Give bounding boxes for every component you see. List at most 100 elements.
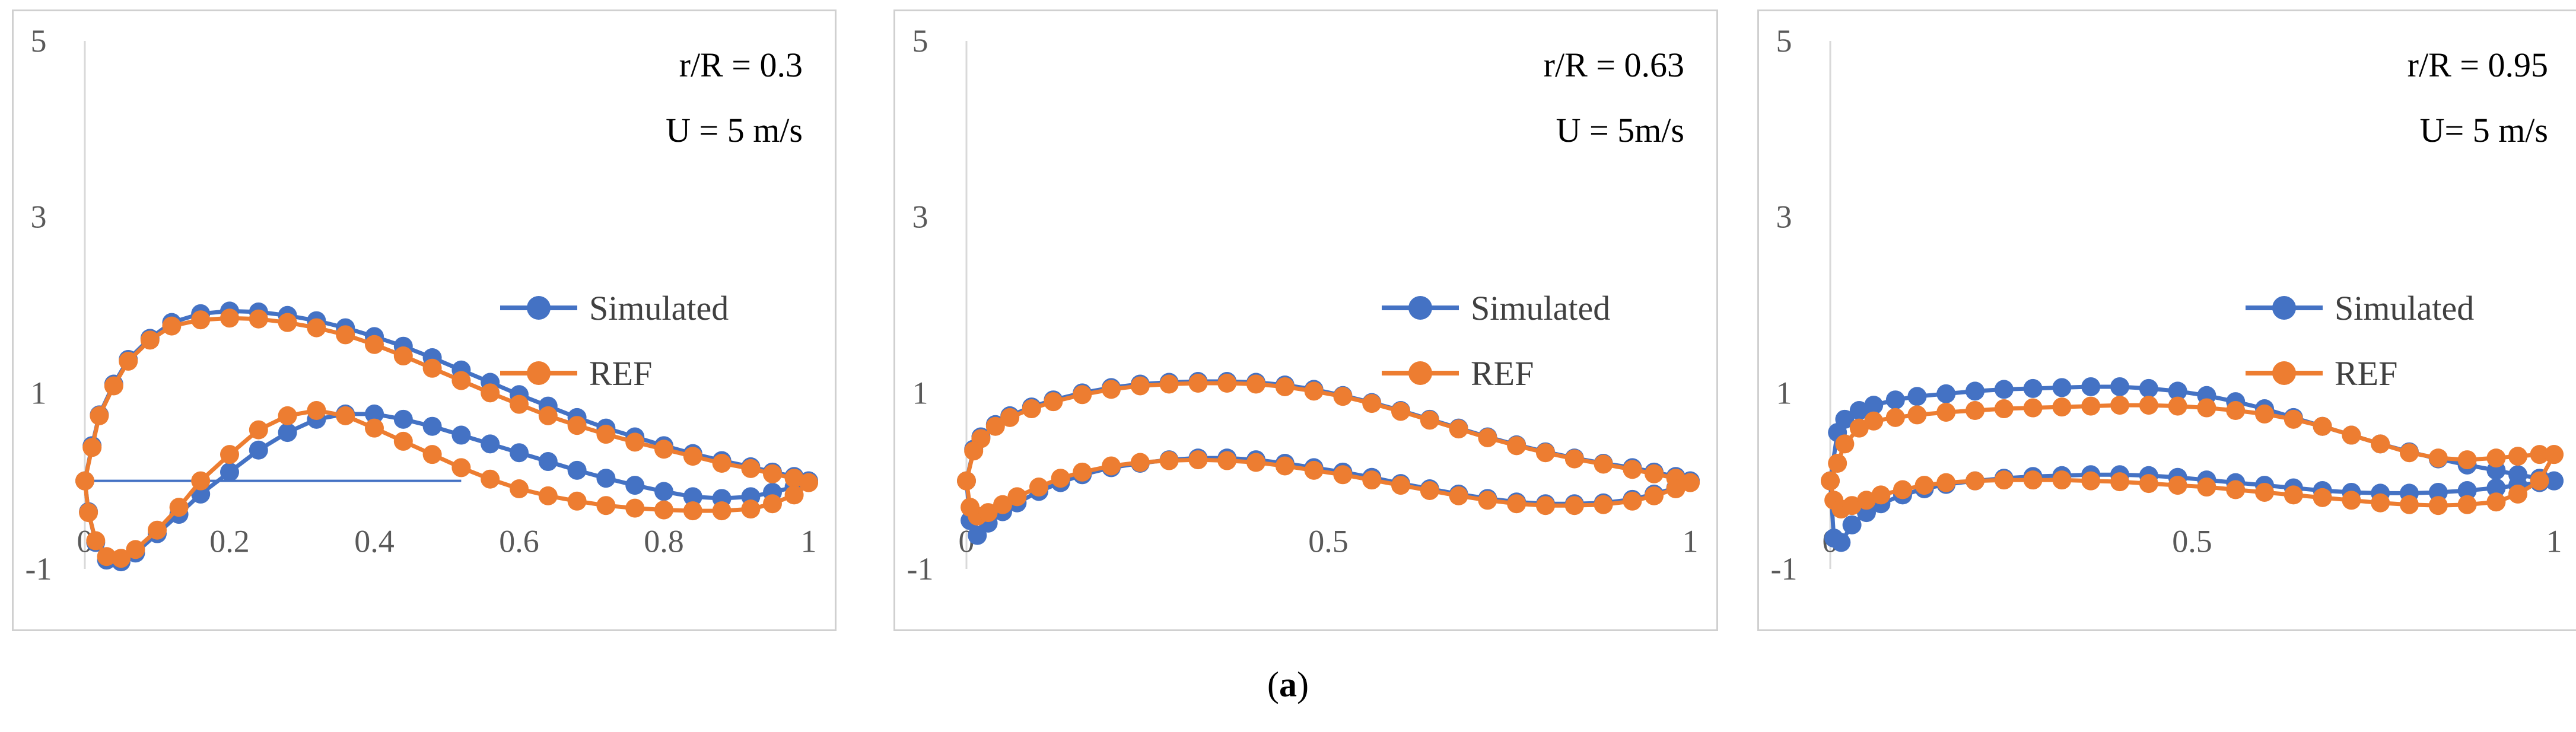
y-tick-label: 1 [912,375,928,410]
data-point-ref [1029,478,1048,497]
data-point-ref [2545,445,2564,464]
series-line-ref [82,316,810,561]
data-point-ref [104,376,123,396]
data-point-ref [422,358,442,378]
data-point-ref [957,471,976,491]
data-point-ref [654,500,673,520]
x-tick-label: 0.8 [644,524,684,559]
data-point-ref [763,464,782,483]
data-point-ref [1821,471,1840,491]
data-point-ref [654,440,673,459]
data-point-ref [2371,434,2390,454]
data-point-ref [1007,487,1027,507]
data-point-ref [1420,480,1439,500]
data-point-ref [1645,464,1664,483]
legend-label: Simulated [2335,289,2474,327]
data-point-ref [1507,436,1526,456]
data-point-ref [2168,396,2187,416]
data-point-simulated [1966,381,1985,401]
data-point-ref [2197,478,2216,497]
data-point-simulated [2052,378,2072,397]
data-point-ref [1842,496,1862,515]
data-point-ref [683,501,702,521]
data-point-ref [1246,374,1265,394]
data-point-ref [2139,474,2158,494]
data-point-ref [1188,450,1208,470]
data-point-simulated [538,452,558,472]
data-point-ref [683,447,702,466]
data-point-ref [2530,471,2549,491]
data-point-ref [993,495,1012,514]
data-point-ref [1246,453,1265,472]
x-tick-label: 0.6 [499,524,539,559]
data-point-ref [2168,476,2187,495]
data-point-ref [625,432,645,452]
annotation-text: r/R = 0.95 [2408,46,2548,84]
data-point-ref [2255,482,2274,502]
annotation-text: U = 5m/s [1556,111,1684,149]
data-point-ref [1994,470,2014,490]
data-point-ref [510,394,529,414]
data-point-ref [278,406,297,425]
data-point-ref [596,496,616,515]
data-point-simulated [1842,515,1862,534]
data-point-ref [1000,408,1020,427]
data-point-simulated [278,423,297,443]
data-point-ref [1073,385,1092,405]
data-point-ref [538,406,558,425]
data-point-ref [1449,486,1468,505]
data-point-simulated [1831,533,1851,552]
data-point-ref [1102,380,1121,399]
data-point-ref [336,406,355,425]
legend-swatch-marker [2272,361,2296,385]
data-point-ref [2457,450,2477,470]
data-point-ref [86,531,106,550]
data-point-ref [1994,399,2014,419]
data-point-ref [1304,381,1324,401]
data-point-ref [1966,471,1985,491]
legend-label: Simulated [1471,289,1610,327]
data-point-ref [1304,460,1324,480]
data-point-ref [1645,486,1664,505]
legend-label: REF [1471,354,1534,393]
data-point-ref [451,371,471,390]
data-point-ref [1864,411,1884,431]
data-point-ref [2081,396,2101,416]
data-point-ref [1217,451,1237,470]
data-point-ref [393,431,413,451]
data-point-ref [1507,494,1526,514]
legend-label: REF [2335,354,2397,393]
y-tick-label: -1 [1771,551,1798,587]
data-point-ref [112,549,131,568]
data-point-ref [1936,402,1956,422]
data-point-ref [1681,473,1700,492]
data-point-ref [249,309,268,329]
data-point-ref [2428,496,2448,515]
data-point-ref [1966,401,1985,420]
data-point-simulated [567,460,587,480]
y-tick-label: 3 [912,199,928,235]
data-point-simulated [2545,471,2564,491]
data-point-simulated [1849,401,1869,420]
x-tick-label: 1 [2546,524,2562,559]
data-point-ref [2313,416,2332,436]
data-point-ref [1849,418,1869,438]
data-point-ref [2226,480,2246,499]
data-point-ref [307,318,326,338]
data-point-simulated [596,469,616,488]
x-tick-label: 0.4 [354,524,395,559]
figure-caption: (a) [1267,665,1309,704]
data-point-ref [2081,471,2101,491]
data-point-ref [596,425,616,444]
y-tick-label: 5 [31,23,47,59]
legend-swatch-marker [527,296,551,320]
y-tick-label: 1 [31,375,47,410]
data-point-ref [799,473,818,492]
data-point-simulated [2457,480,2477,500]
data-point-ref [79,503,98,523]
x-tick-label: 0.5 [1308,524,1349,559]
data-point-ref [220,308,239,328]
data-point-ref [481,469,500,489]
